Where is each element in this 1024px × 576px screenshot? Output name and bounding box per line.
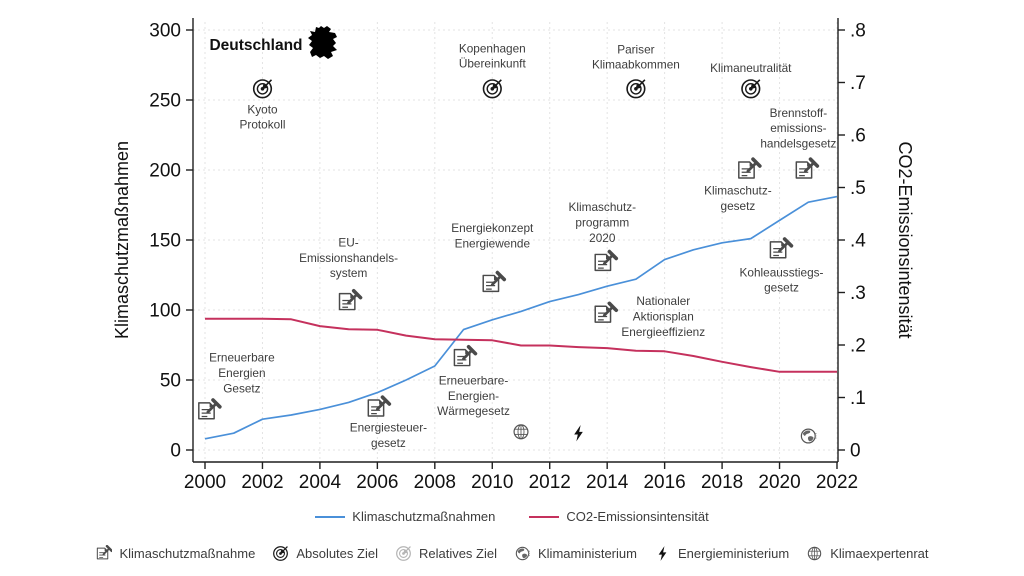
right-tick-label: .7 — [850, 73, 866, 94]
pariser-klimaabkommen-label: Pariser Klimaabkommen — [592, 42, 680, 71]
legend-label: Klimaexpertenrat — [830, 546, 929, 561]
left-axis-title: Klimaschutzmaßnahmen — [112, 141, 132, 339]
legend-label: Relatives Ziel — [418, 546, 497, 561]
climate-measures-chart: 0 50 100 150 200 250 300 0 .1 .2 .3 .4 .5 .6 .7 .8 2000 2… — [112, 18, 915, 493]
energiekonzept-energiewende-label: Energiekonzept Energiewende — [451, 221, 534, 250]
dart-target-icon — [272, 545, 289, 562]
right-tick-label: .3 — [850, 283, 866, 304]
kyoto-protokoll-icon — [252, 79, 273, 99]
line-legend: Klimaschutzmaßnahmen CO2-Emissionsintens… — [0, 509, 1024, 524]
symbol-legend: Klimaschutzmaßnahme Absolutes Ziel Relat… — [0, 545, 1024, 562]
red-line-sample-icon — [529, 515, 560, 518]
blue-line-sample-icon — [315, 515, 346, 518]
legend-item-absolutes-ziel: Absolutes Ziel — [272, 545, 378, 562]
legend-item-co2-emissionsintensitaet: CO2-Emissionsintensität — [529, 509, 709, 524]
klimaschutzprogramm-2020-icon — [594, 249, 619, 272]
energiesteuergesetz-icon — [367, 395, 392, 417]
kyoto-protokoll-label: Kyoto Protokoll — [240, 102, 286, 131]
left-tick-label: 200 — [149, 161, 181, 182]
legend-label: CO2-Emissionsintensität — [566, 509, 709, 524]
legend-item-relatives-ziel: Relatives Ziel — [395, 545, 497, 562]
legend-item-klimaschutzmassnahme: Klimaschutzmaßnahme — [95, 545, 255, 562]
left-tick-label: 50 — [160, 371, 181, 392]
legend-label: Energieministerium — [677, 546, 790, 561]
legend-label: Klimaschutzmaßnahmen — [352, 509, 496, 524]
x-tick-label: 2022 — [816, 472, 858, 493]
erneuerbare-energien-gesetz-label: Erneuerbare Energien Gesetz — [209, 351, 275, 396]
x-tick-label: 2004 — [299, 472, 342, 493]
energiesteuergesetz-label: Energiesteuer-gesetz — [350, 421, 427, 450]
erneuerbare-energien-waermegesetz-icon — [453, 344, 478, 367]
x-tick-label: 2020 — [758, 472, 800, 493]
earth-globe-icon — [514, 545, 531, 562]
klimaneutralitaet-label: Klimaneutralität — [710, 61, 792, 75]
eu-emissionshandelssystem-label: EU-Emissionshandels-system — [299, 235, 398, 280]
legend-item-klimaministerium: Klimaministerium — [514, 545, 637, 562]
x-tick-label: 2016 — [643, 472, 685, 493]
klimaexpertenrat-marker-icon — [513, 424, 529, 440]
x-tick-label: 2012 — [529, 472, 571, 493]
left-tick-label: 150 — [149, 231, 181, 252]
brennstoffemissionshandelsgesetz-label: Brennstoff-emissions-handelsgesetz — [760, 106, 836, 151]
klimaministerium-marker-icon — [800, 428, 817, 444]
x-tick-label: 2002 — [241, 472, 283, 493]
left-tick-label: 300 — [149, 21, 181, 42]
klimaschutzprogramm-2020-label: Klimaschutz-programm 2020 — [569, 200, 637, 245]
right-tick-label: .4 — [850, 231, 866, 252]
klimaneutralitaet-icon — [741, 79, 761, 99]
lightning-bolt-icon — [654, 545, 671, 562]
right-axis-title: CO2-Emissionsintensität — [895, 141, 915, 338]
legend-label: Klimaministerium — [538, 546, 637, 561]
right-tick-label: .6 — [850, 126, 866, 147]
law-scroll-gavel-icon — [95, 545, 113, 562]
right-tick-label: .2 — [850, 336, 866, 357]
left-tick-label: 250 — [149, 91, 181, 112]
erneuerbare-energien-gesetz-icon — [198, 398, 222, 420]
germany-map-icon — [308, 26, 337, 59]
x-tick-label: 2006 — [356, 472, 398, 493]
legend-label: Absolutes Ziel — [296, 546, 378, 561]
x-tick-label: 2000 — [184, 472, 226, 493]
klimaschutzgesetz-icon — [738, 157, 762, 179]
energiekonzept-energiewende-icon — [482, 270, 507, 293]
kohleausstiegsgesetz-label: Kohleausstiegs-gesetz — [740, 265, 824, 294]
kopenhagen-uebereinkunft-icon — [482, 79, 502, 99]
left-tick-label: 100 — [149, 301, 181, 322]
country-label: Deutschland — [209, 37, 302, 54]
right-tick-label: .1 — [850, 388, 866, 409]
brennstoffemissionshandelsgesetz-icon — [795, 157, 820, 179]
x-tick-label: 2018 — [701, 472, 743, 493]
left-tick-label: 0 — [170, 441, 181, 462]
nationaler-aktionsplan-energieeffizienz-icon — [594, 301, 619, 323]
series-klimaschutzmassnahmen — [204, 195, 838, 440]
light-dart-target-icon — [395, 545, 412, 562]
legend-item-energieministerium: Energieministerium — [654, 545, 789, 562]
wireframe-globe-icon — [806, 545, 823, 562]
pariser-klimaabkommen-icon — [626, 79, 646, 99]
x-tick-label: 2014 — [586, 472, 629, 493]
kohleausstiegsgesetz-icon — [769, 237, 794, 259]
right-tick-label: 0 — [850, 441, 861, 462]
x-tick-label: 2010 — [471, 472, 513, 493]
eu-emissionshandelssystem-icon — [338, 288, 363, 311]
legend-label: Klimaschutzmaßnahme — [119, 546, 256, 561]
x-tick-label: 2008 — [414, 472, 456, 493]
nationaler-aktionsplan-energieeffizienz-label: Nationaler Aktionsplan Energieeffizienz — [621, 294, 705, 339]
right-tick-label: .5 — [850, 178, 866, 199]
energieministerium-marker-icon — [574, 424, 583, 442]
erneuerbare-energien-waermegesetz-label: Erneuerbare-Energien-Wärmegesetz — [437, 373, 510, 418]
kopenhagen-uebereinkunft-label: Kopenhagen Übereinkunft — [459, 41, 527, 70]
legend-item-klimaexpertenrat: Klimaexpertenrat — [806, 545, 929, 562]
right-tick-label: .8 — [850, 21, 866, 42]
klimaschutzgesetz-label: Klimaschutz-gesetz — [704, 184, 772, 213]
legend-item-klimaschutzmassnahmen: Klimaschutzmaßnahmen — [315, 509, 495, 524]
series-co2-emissionsintensitaet — [205, 317, 837, 373]
